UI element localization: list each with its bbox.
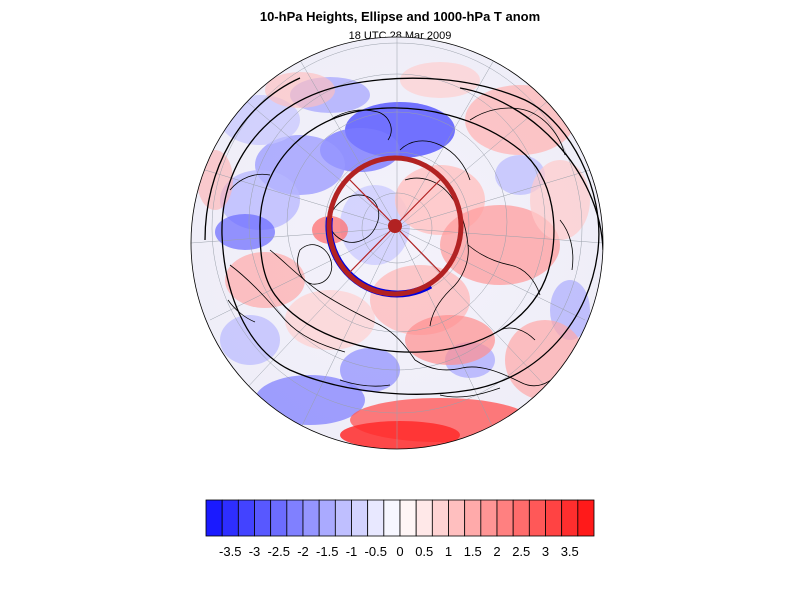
colorbar-tick-label: 3.5 bbox=[561, 544, 579, 559]
chart-title: 10-hPa Heights, Ellipse and 1000-hPa T a… bbox=[259, 9, 541, 24]
colorbar-box bbox=[270, 499, 288, 537]
coastlines bbox=[227, 107, 574, 398]
colorbar-tick-label: -2 bbox=[297, 544, 309, 559]
height-contours bbox=[204, 77, 603, 395]
anomaly-patch bbox=[440, 205, 560, 285]
colorbar-box bbox=[448, 499, 466, 537]
colorbar-box bbox=[205, 499, 223, 537]
colorbar-tick-label: -3 bbox=[249, 544, 261, 559]
colorbar-tick-label: 2.5 bbox=[512, 544, 530, 559]
colorbar-box bbox=[496, 499, 514, 537]
colorbar-tick-label: 1.5 bbox=[464, 544, 482, 559]
colorbar-box bbox=[528, 499, 546, 537]
colorbar-tick-label: -1.5 bbox=[316, 544, 338, 559]
colorbar-tick-label: -3.5 bbox=[219, 544, 241, 559]
colorbar-box bbox=[334, 499, 352, 537]
anomaly-patch bbox=[285, 290, 375, 350]
colorbar-tick-label: 2 bbox=[493, 544, 500, 559]
colorbar-box bbox=[367, 499, 385, 537]
anomaly-patch bbox=[400, 62, 480, 98]
anomaly-patch bbox=[265, 72, 335, 108]
colorbar-tick-label: 0.5 bbox=[415, 544, 433, 559]
colorbar-box bbox=[480, 499, 498, 537]
ellipse-outline bbox=[326, 155, 464, 297]
colorbar-box bbox=[383, 499, 401, 537]
anomaly-patch bbox=[340, 348, 400, 392]
colorbar-box bbox=[221, 499, 239, 537]
colorbar-tick-label: 3 bbox=[542, 544, 549, 559]
colorbar-box bbox=[399, 499, 417, 537]
colorbar-box bbox=[577, 499, 595, 537]
colorbar-tick-label: -1 bbox=[346, 544, 358, 559]
anomaly-patch bbox=[225, 252, 305, 308]
colorbar-box bbox=[286, 499, 304, 537]
colorbar-box bbox=[351, 499, 369, 537]
colorbar-box bbox=[318, 499, 336, 537]
colorbar-tick-label: -0.5 bbox=[365, 544, 387, 559]
colorbar-box bbox=[431, 499, 449, 537]
colorbar-box bbox=[254, 499, 272, 537]
vortex-ellipse bbox=[325, 154, 469, 298]
colorbar-box bbox=[561, 499, 579, 537]
colorbar-box bbox=[545, 499, 563, 537]
colorbar-box bbox=[302, 499, 320, 537]
colorbar-tick-label: 1 bbox=[445, 544, 452, 559]
anomaly-patch bbox=[340, 185, 410, 265]
colorbar-box bbox=[237, 499, 255, 537]
colorbar-box bbox=[512, 499, 530, 537]
graticule bbox=[191, 37, 603, 449]
colorbar-tick-label: -2.5 bbox=[268, 544, 290, 559]
anomaly-patch bbox=[255, 375, 365, 425]
globe-outline bbox=[190, 36, 604, 450]
anomaly-patch bbox=[340, 421, 460, 449]
colorbar-box bbox=[415, 499, 433, 537]
ellipse-center bbox=[388, 219, 402, 233]
colorbar-tick-label: 0 bbox=[396, 544, 403, 559]
colorbar-boxes bbox=[205, 499, 595, 537]
colorbar-labels: -3.5 -3 -2.5 -2 -1.5 -1 -0.5 0 0.5 1 1.5 2 2.5 3 3.5 bbox=[219, 544, 579, 559]
colorbar-box bbox=[464, 499, 482, 537]
